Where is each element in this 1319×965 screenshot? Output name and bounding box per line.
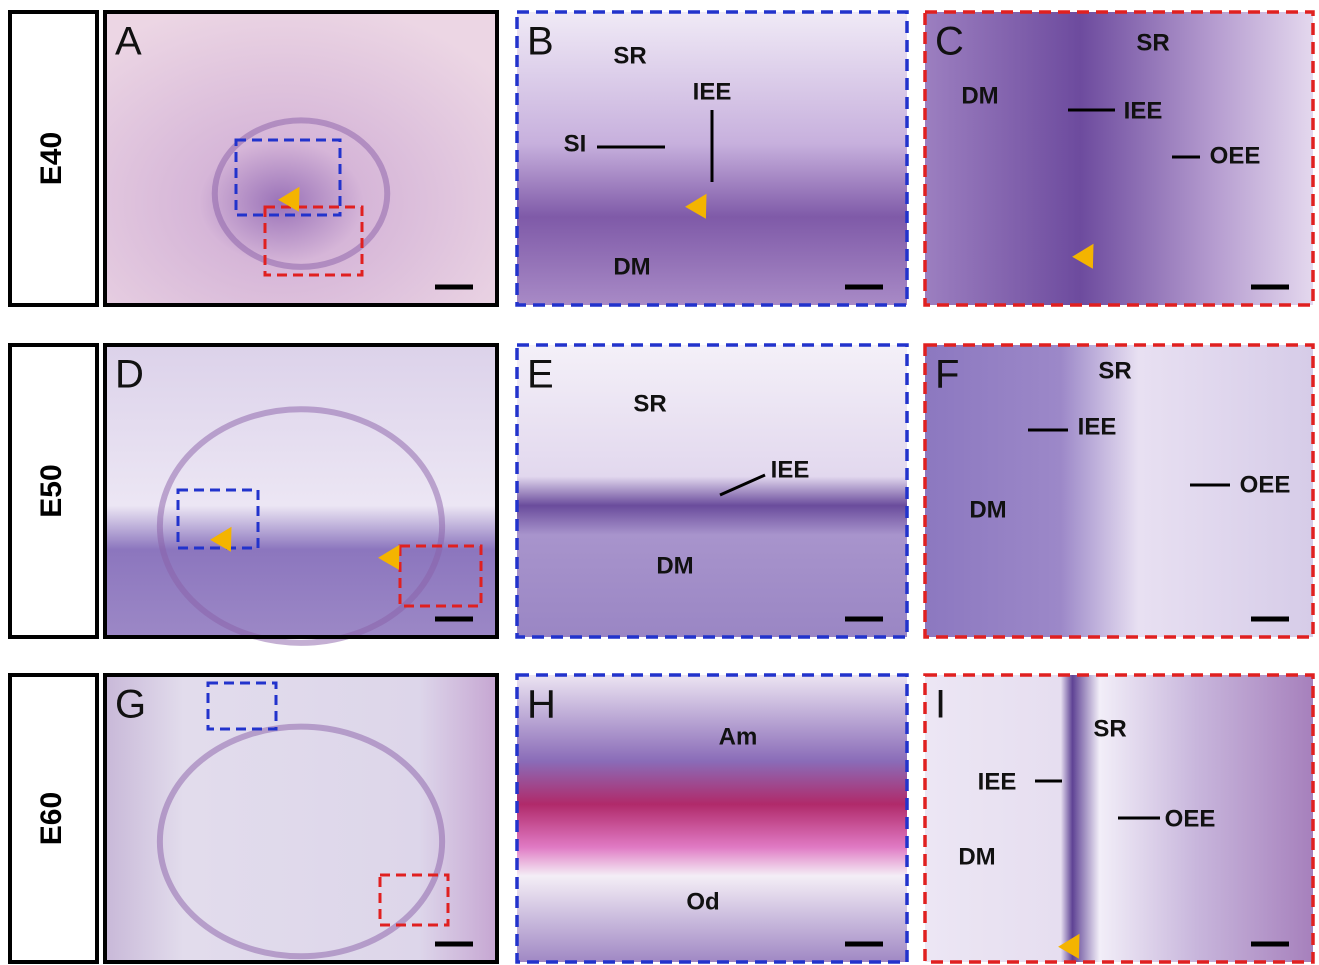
panel-letter: E — [527, 353, 554, 397]
panel-letter: A — [115, 20, 142, 64]
annotation: Am — [719, 723, 758, 750]
annotation: OEE — [1240, 471, 1291, 498]
annotation: OEE — [1165, 805, 1216, 832]
annotation: SI — [564, 130, 587, 157]
annotation: DM — [961, 82, 998, 109]
row-label: E40 — [35, 132, 68, 185]
annotation: IEE — [978, 768, 1017, 795]
panel-letter: G — [115, 683, 146, 727]
annotation: IEE — [1124, 97, 1163, 124]
annotation: SR — [613, 42, 646, 69]
annotation: Od — [686, 888, 719, 915]
annotation: IEE — [1078, 413, 1117, 440]
micrograph — [517, 675, 907, 962]
annotation: OEE — [1210, 142, 1261, 169]
panel-letter: B — [527, 20, 554, 64]
row-label: E50 — [35, 464, 68, 517]
annotation: IEE — [771, 456, 810, 483]
row-label: E60 — [35, 792, 68, 845]
annotation: DM — [958, 843, 995, 870]
annotation: DM — [613, 253, 650, 280]
panel-letter: I — [935, 683, 946, 727]
panel-letter: H — [527, 683, 556, 727]
panel-letter: F — [935, 353, 959, 397]
figure: E40 A B SR IEE SI DM C SR DM IEE OEE E50 D E SR IEE DM F SR… — [0, 0, 1319, 965]
annotation: SR — [1098, 357, 1131, 384]
micrograph — [105, 12, 497, 305]
panel-letter: D — [115, 353, 144, 397]
micrograph — [517, 345, 907, 637]
annotation: SR — [633, 390, 666, 417]
annotation: IEE — [693, 78, 732, 105]
annotation: DM — [969, 496, 1006, 523]
panels — [10, 12, 1313, 962]
annotation: DM — [656, 552, 693, 579]
panel-letter: C — [935, 20, 964, 64]
annotation: SR — [1136, 29, 1169, 56]
annotation: SR — [1093, 715, 1126, 742]
